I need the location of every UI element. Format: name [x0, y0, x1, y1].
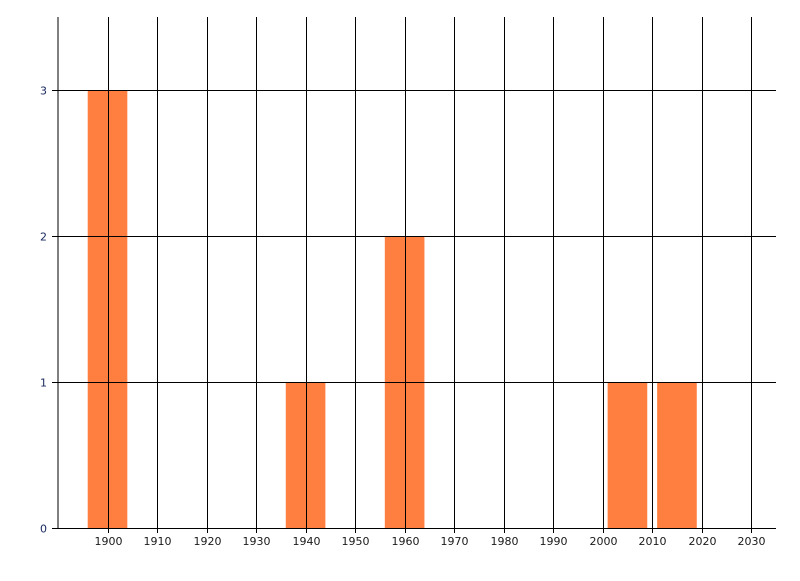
x-tick-label: 1910: [144, 535, 172, 548]
x-tick-label: 1920: [194, 535, 222, 548]
x-tick-label: 2000: [590, 535, 618, 548]
x-tick-label: 1970: [441, 535, 469, 548]
x-tick-label: 1940: [293, 535, 321, 548]
y-tick-label: 3: [40, 85, 47, 98]
y-tick-label: 1: [40, 377, 47, 390]
bar-2005: [607, 382, 648, 528]
x-tick-label: 1990: [540, 535, 568, 548]
y-tick-label: 0: [40, 523, 47, 536]
x-tick-label: 1950: [342, 535, 370, 548]
x-tick-label: 2020: [689, 535, 717, 548]
bar-1900: [87, 90, 128, 528]
x-tick-label: 1960: [392, 535, 420, 548]
bar-1940: [285, 382, 326, 528]
y-tick-label: 2: [40, 231, 47, 244]
x-tick-label: 1930: [243, 535, 271, 548]
x-tick-label: 2010: [639, 535, 667, 548]
bar-2015: [657, 382, 697, 528]
x-tick-label: 1980: [491, 535, 519, 548]
x-tick-label: 2030: [738, 535, 766, 548]
x-tick-label: 1900: [95, 535, 123, 548]
